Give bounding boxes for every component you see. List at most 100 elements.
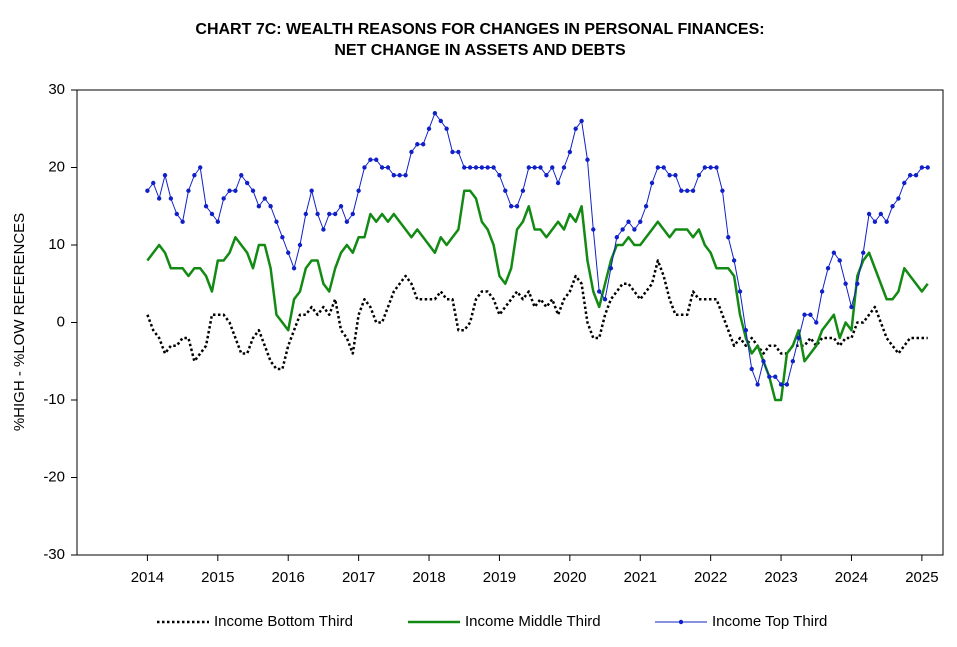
data-point bbox=[649, 180, 655, 186]
series-line bbox=[146, 259, 928, 371]
legend-label: Income Bottom Third bbox=[214, 613, 353, 630]
data-point bbox=[925, 165, 930, 170]
y-tick-label: -30 bbox=[43, 546, 65, 563]
data-point bbox=[696, 173, 702, 178]
data-point bbox=[614, 235, 620, 240]
data-point bbox=[338, 204, 344, 209]
data-point bbox=[156, 196, 162, 201]
data-point bbox=[573, 126, 578, 131]
x-tick-label: 2016 bbox=[272, 569, 305, 586]
data-point bbox=[215, 219, 221, 224]
data-point bbox=[749, 366, 754, 372]
data-point bbox=[379, 165, 385, 170]
data-point bbox=[350, 211, 355, 217]
x-tick-label: 2025 bbox=[905, 569, 938, 586]
data-point bbox=[420, 142, 426, 147]
data-point bbox=[544, 173, 549, 178]
data-point bbox=[385, 165, 391, 170]
data-point bbox=[180, 219, 185, 224]
data-point bbox=[567, 149, 573, 155]
data-point bbox=[866, 211, 872, 217]
x-tick-label: 2024 bbox=[835, 569, 868, 586]
data-point bbox=[878, 211, 884, 217]
chart-title: CHART 7C: WEALTH REASONS FOR CHANGES IN … bbox=[195, 21, 764, 38]
data-point bbox=[661, 165, 666, 170]
data-point bbox=[327, 211, 332, 217]
data-point bbox=[450, 149, 455, 155]
data-point bbox=[374, 157, 379, 162]
legend-label: Income Middle Third bbox=[465, 613, 601, 630]
x-tick-label: 2017 bbox=[342, 569, 375, 586]
data-point bbox=[638, 219, 643, 224]
data-point bbox=[620, 227, 625, 232]
data-point bbox=[819, 289, 825, 294]
data-point bbox=[591, 227, 596, 232]
data-point bbox=[479, 165, 485, 170]
data-point bbox=[432, 111, 438, 116]
data-point bbox=[720, 188, 725, 193]
data-point bbox=[444, 126, 449, 131]
data-point bbox=[403, 173, 408, 178]
data-point bbox=[274, 219, 279, 224]
data-point bbox=[602, 297, 608, 302]
data-point bbox=[291, 266, 297, 271]
data-point bbox=[773, 374, 778, 379]
data-point bbox=[825, 266, 831, 271]
data-point bbox=[332, 211, 338, 217]
data-point bbox=[262, 196, 267, 201]
data-point bbox=[203, 204, 209, 209]
data-point bbox=[397, 173, 402, 178]
x-tick-label: 2021 bbox=[624, 569, 657, 586]
series-line bbox=[147, 112, 928, 385]
data-point bbox=[843, 281, 848, 286]
data-point bbox=[561, 165, 567, 170]
data-point bbox=[550, 165, 555, 170]
data-point bbox=[221, 196, 226, 201]
legend-marker bbox=[678, 619, 684, 625]
data-point bbox=[913, 173, 919, 178]
data-point bbox=[802, 312, 807, 317]
data-point bbox=[368, 157, 373, 162]
data-point bbox=[391, 173, 397, 178]
data-point bbox=[690, 188, 696, 193]
data-point bbox=[174, 211, 179, 217]
data-point bbox=[814, 320, 819, 325]
data-point bbox=[784, 382, 790, 387]
data-point bbox=[796, 335, 801, 341]
data-point bbox=[409, 149, 414, 155]
data-point bbox=[708, 165, 713, 170]
y-axis-title: %HIGH - %LOW REFERENCES bbox=[11, 213, 28, 431]
data-point bbox=[872, 219, 878, 224]
data-point bbox=[902, 180, 907, 186]
data-point bbox=[667, 173, 672, 178]
data-point bbox=[344, 219, 350, 224]
data-point bbox=[198, 165, 203, 170]
legend-item: Income Top Third bbox=[655, 613, 827, 630]
legend-item: Income Bottom Third bbox=[157, 613, 353, 630]
x-tick-label: 2018 bbox=[412, 569, 445, 586]
data-point bbox=[907, 173, 913, 178]
data-point bbox=[356, 188, 361, 193]
data-point bbox=[321, 227, 326, 232]
data-point bbox=[890, 204, 895, 209]
y-tick-label: 30 bbox=[48, 81, 65, 98]
data-point bbox=[503, 188, 508, 193]
data-point bbox=[514, 204, 520, 209]
legend-label: Income Top Third bbox=[712, 613, 827, 630]
x-tick-label: 2023 bbox=[764, 569, 797, 586]
data-point bbox=[555, 180, 561, 186]
data-point bbox=[145, 188, 150, 193]
data-point bbox=[497, 173, 502, 178]
data-point bbox=[192, 173, 197, 178]
data-point bbox=[585, 157, 590, 162]
data-point bbox=[919, 165, 925, 170]
data-point bbox=[162, 173, 168, 178]
data-point bbox=[485, 165, 490, 170]
data-point bbox=[702, 165, 708, 170]
data-point bbox=[520, 188, 526, 193]
data-point bbox=[168, 196, 174, 201]
data-point bbox=[186, 188, 191, 193]
data-point bbox=[767, 374, 772, 379]
